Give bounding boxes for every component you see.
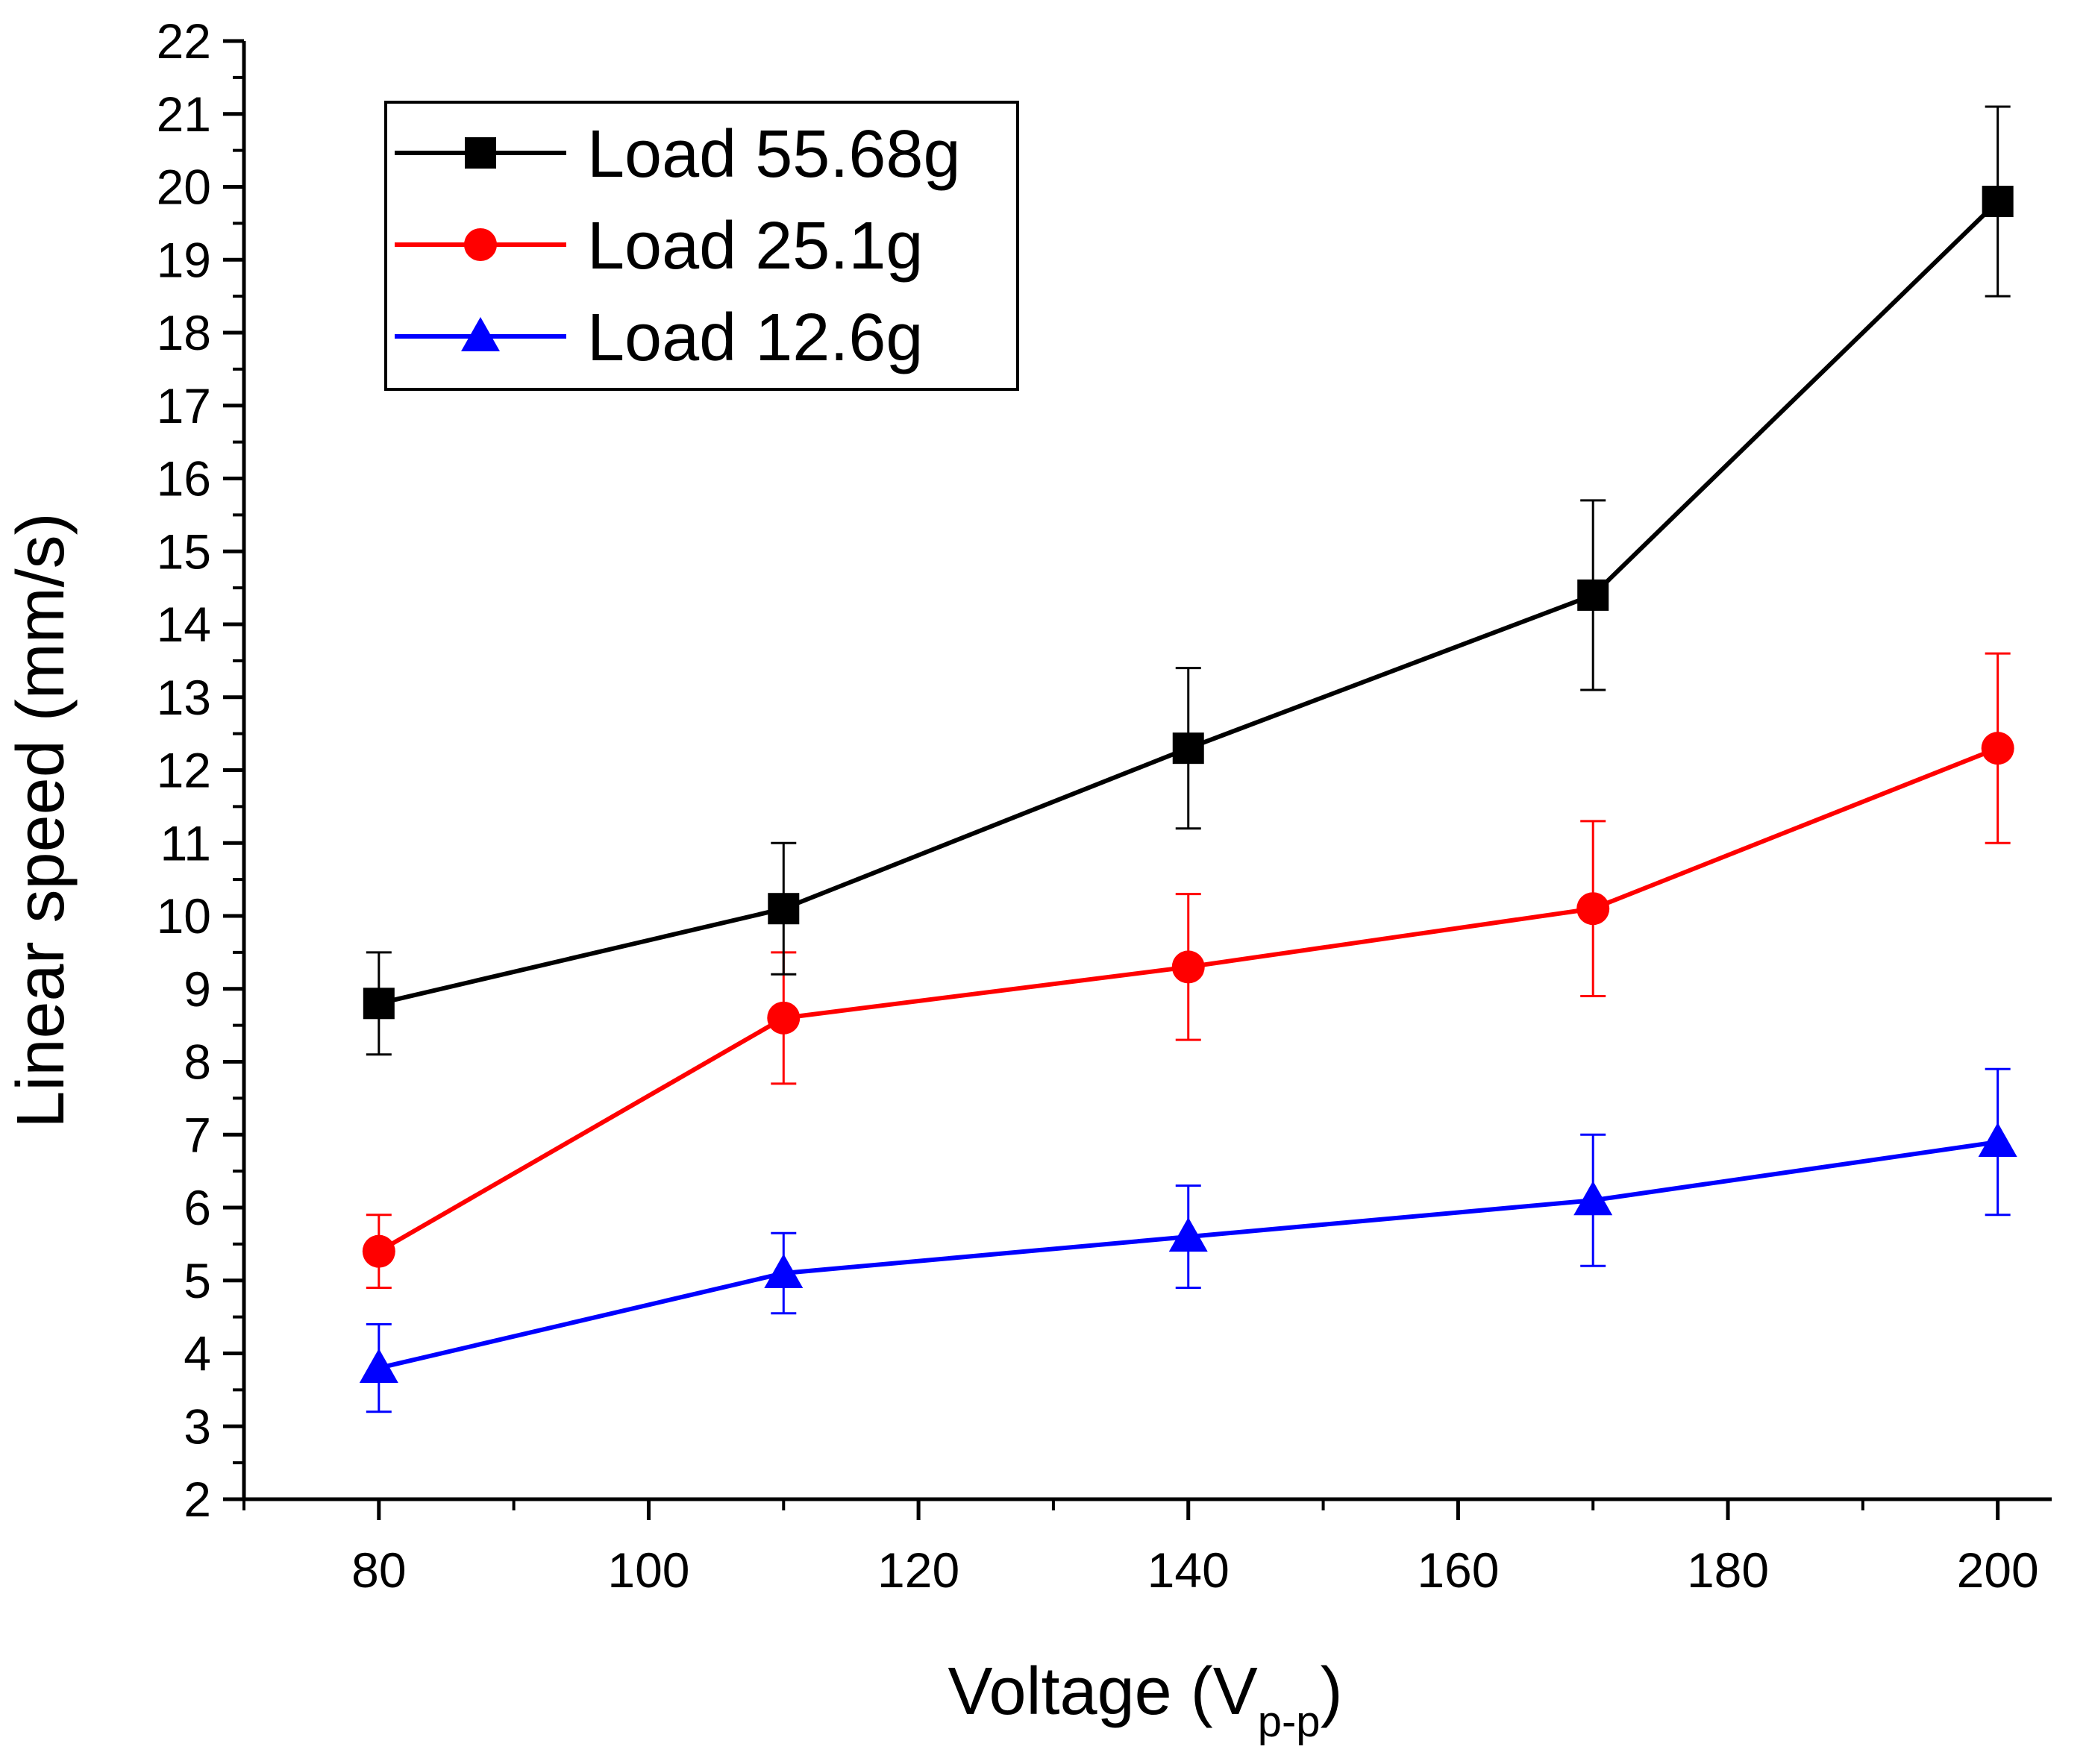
y-tick-label-2: 2 [184, 1472, 211, 1527]
data-point-1-1 [767, 1001, 801, 1035]
x-tick-label-180: 180 [1687, 1542, 1769, 1598]
y-tick-label-20: 20 [157, 160, 211, 215]
y-tick-label-6: 6 [184, 1180, 211, 1235]
data-point-0-1 [768, 893, 800, 925]
y-tick-label-12: 12 [157, 743, 211, 798]
y-tick-label-16: 16 [157, 451, 211, 506]
data-point-0-2 [1172, 732, 1204, 765]
y-tick-label-14: 14 [157, 597, 211, 652]
data-point-0-3 [1577, 579, 1609, 611]
data-point-1-3 [1576, 892, 1610, 926]
legend-label-2: Load 12.6g [587, 301, 923, 375]
x-tick-label-120: 120 [877, 1542, 959, 1598]
data-point-1-4 [1981, 732, 2014, 765]
legend-marker-2 [461, 317, 500, 351]
y-tick-label-3: 3 [184, 1399, 211, 1454]
y-tick-label-4: 4 [184, 1326, 211, 1381]
legend-marker-1 [464, 228, 497, 261]
data-point-2-4 [1978, 1123, 2017, 1158]
y-tick-label-9: 9 [184, 961, 211, 1017]
y-tick-label-17: 17 [157, 378, 211, 433]
data-point-2-0 [359, 1349, 398, 1384]
x-axis-title-subscript: p-p [1258, 1698, 1321, 1746]
y-tick-label-7: 7 [184, 1107, 211, 1162]
y-axis-title: Linear speed (mm/s) [4, 512, 78, 1128]
x-axis-title-main: Voltage (V [948, 1654, 1257, 1729]
data-point-2-2 [1168, 1217, 1208, 1252]
data-point-1-0 [362, 1234, 395, 1268]
data-point-2-3 [1573, 1181, 1613, 1216]
x-tick-label-140: 140 [1147, 1542, 1230, 1598]
y-tick-label-15: 15 [157, 524, 211, 579]
x-tick-label-100: 100 [607, 1542, 689, 1598]
x-tick-label-80: 80 [351, 1542, 406, 1598]
x-tick-label-200: 200 [1957, 1542, 2039, 1598]
y-tick-label-22: 22 [157, 13, 211, 69]
y-tick-label-19: 19 [157, 232, 211, 287]
legend: Load 55.68g Load 25.1g Load 12.6g [384, 101, 1019, 391]
y-tick-label-8: 8 [184, 1035, 211, 1090]
y-tick-label-18: 18 [157, 305, 211, 360]
data-point-0-0 [363, 988, 395, 1020]
data-point-0-4 [1982, 186, 2014, 218]
y-tick-label-10: 10 [157, 888, 211, 944]
plot-area: 2 3 4 5 6 7 8 9 10 11 12 13 14 15 16 17 18 19 20 21 22 80 100 1… [157, 13, 2052, 1598]
legend-marker-0 [465, 137, 496, 169]
y-tick-label-21: 21 [157, 87, 211, 142]
x-tick-label-160: 160 [1417, 1542, 1499, 1598]
y-tick-label-13: 13 [157, 670, 211, 725]
y-tick-label-5: 5 [184, 1253, 211, 1308]
legend-label-0: Load 55.68g [587, 117, 961, 192]
data-point-2-1 [764, 1253, 804, 1288]
y-tick-label-11: 11 [160, 815, 211, 870]
data-point-1-2 [1171, 950, 1205, 984]
legend-label-1: Load 25.1g [587, 209, 923, 283]
x-axis-title-close: ) [1321, 1654, 1343, 1729]
x-axis-title: Voltage (Vp-p) [948, 1654, 1342, 1746]
